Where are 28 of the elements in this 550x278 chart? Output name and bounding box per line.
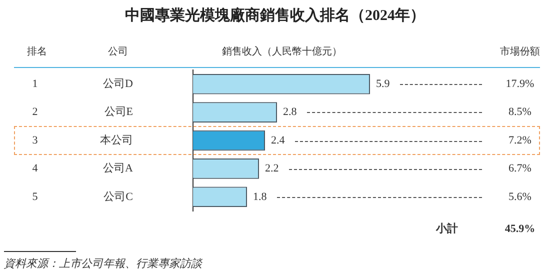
y-tick-label: 公司C [104,190,133,203]
text: 小計 [435,222,458,235]
source-note: 資料來源：上市公司年報、行業專家訪談 [4,256,203,270]
chart-title: 中國專業光模塊廠商銷售收入排名（2024年） [125,6,425,24]
text: 7.2% [508,134,532,146]
text: 17.9% [506,78,534,90]
text: 5.6% [508,190,532,203]
data-label: 2.2 [265,162,279,175]
y-tick-label: 本公司 [100,133,133,146]
text: 市場份額 [500,46,540,58]
text: 5 [32,190,38,203]
text: 2 [32,106,38,118]
x-axis-title: 銷售收入（人民幣十億元） [222,46,342,58]
y-axis-title: 公司 [108,46,128,58]
text: 4 [32,162,38,175]
text: 45.9% [504,222,536,235]
text: 排名 [27,46,47,58]
text: 8.5% [508,106,532,118]
data-label: 5.9 [376,78,390,90]
data-label: 2.8 [283,106,298,118]
text: 1 [32,78,38,90]
data-label: 2.4 [271,134,286,146]
data-label: 1.8 [253,190,268,203]
y-tick-label: 公司D [103,78,134,90]
y-tick-label: 公司E [104,106,134,118]
y-tick-label: 公司A [103,162,134,175]
text: 6.7% [508,162,532,175]
text: 3 [32,134,38,146]
